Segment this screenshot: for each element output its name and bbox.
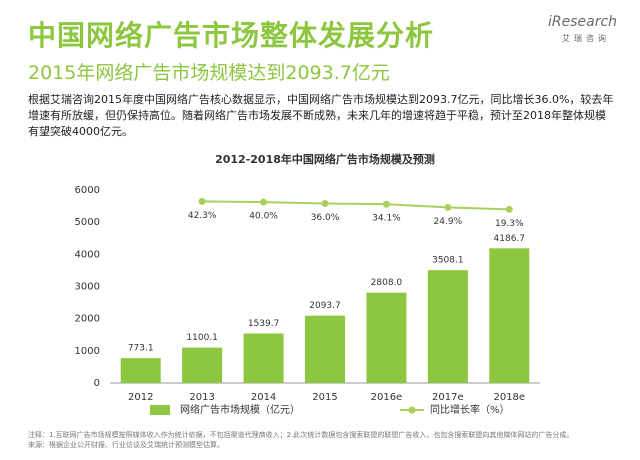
x-tick-label: 2013 [189,392,214,403]
bar-value-label: 773.1 [128,344,154,354]
chart-title: 2012-2018年中国网络广告市场规模及预测 [215,152,435,166]
bar [120,358,161,383]
growth-point [198,197,206,205]
x-tick-label: 2014 [251,392,276,403]
bar [243,333,284,383]
growth-point [260,198,268,206]
bar-value-label: 3508.1 [432,256,464,266]
growth-value-label: 24.9% [434,217,463,227]
x-tick-label: 2018e [493,392,525,403]
legend-label: 网络广告市场规模（亿元） [180,403,300,416]
x-tick-label: 2015 [312,392,337,403]
bar [305,315,345,383]
growth-value-label: 19.3% [495,219,524,229]
y-tick-label: 4000 [75,249,100,260]
growth-point [382,200,390,208]
x-tick-label: 2017e [432,392,464,403]
bar [427,270,468,383]
growth-point [321,200,329,208]
logo-cn: 艾瑞咨询 [562,34,610,43]
legend-swatch [150,405,170,415]
growth-value-label: 42.3% [188,211,217,221]
growth-value-label: 40.0% [249,212,278,222]
notes: 注释：1.互联网广告市场规模按照媒体收入作为统计依据，不包括渠道代理商收入；2.… [28,430,628,450]
growth-value-label: 36.0% [311,213,340,223]
y-tick-label: 0 [94,378,100,389]
note: 注释：1.互联网广告市场规模按照媒体收入作为统计依据，不包括渠道代理商收入；2.… [28,431,574,439]
y-tick-label: 5000 [75,217,100,228]
page-subtitle: 2015年网络广告市场规模达到2093.7亿元 [28,62,390,84]
legend-swatch [408,406,416,414]
note: 来源：根据企业公开财报、行业访谈及艾瑞统计预测模型估算。 [28,441,224,449]
bar [489,248,530,383]
x-tick-label: 2012 [128,392,153,403]
bar-value-label: 2808.0 [371,278,403,288]
bar-value-label: 2093.7 [309,301,341,311]
growth-line [202,200,510,211]
growth-point [505,205,513,213]
y-tick-label: 2000 [75,314,100,325]
y-tick-label: 1000 [75,346,100,357]
x-tick-label: 2016e [371,392,403,403]
legend-label: 同比增长率（%） [430,403,510,416]
bar-value-label: 1100.1 [186,333,218,343]
description: 根据艾瑞咨询2015年度中国网络广告核心数据显示，中国网络广告市场规模达到209… [28,93,614,138]
growth-value-label: 34.1% [372,214,401,224]
bar-value-label: 1539.7 [248,319,280,329]
y-tick-label: 3000 [75,282,100,293]
bar [182,347,223,383]
page-title: 中国网络广告市场整体发展分析 [28,19,435,52]
y-tick-label: 6000 [75,185,100,196]
growth-point [444,203,452,211]
bar-value-label: 4186.7 [494,234,526,244]
bar [366,292,407,383]
logo: iResearch [548,14,618,30]
